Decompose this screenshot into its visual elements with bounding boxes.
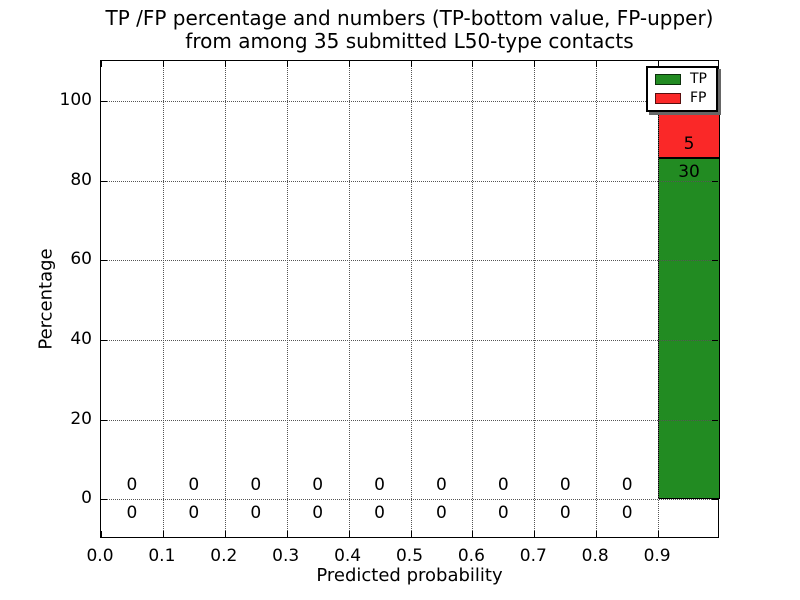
x-tick-mark <box>410 531 412 537</box>
vertical-gridline <box>162 61 164 537</box>
x-tick-mark-top <box>101 61 102 67</box>
tp-count-label: 0 <box>312 503 324 524</box>
vertical-gridline <box>348 61 350 537</box>
x-tick-mark <box>596 531 598 537</box>
horizontal-gridline <box>101 180 718 182</box>
x-tick-label: 0.9 <box>643 546 671 566</box>
x-tick-mark-top <box>410 61 412 67</box>
chart-title: TP /FP percentage and numbers (TP-bottom… <box>100 7 719 53</box>
plot-area: 0 0 0 0 0 0 0 0 0 0 0 0 0 0 0 0 0 0 5 30 <box>100 60 720 538</box>
x-tick-mark-top <box>658 61 660 67</box>
y-tick-mark <box>101 100 107 102</box>
horizontal-gridline <box>101 260 718 262</box>
tp-count-label: 0 <box>126 503 138 524</box>
fp-count-label: 0 <box>126 475 138 496</box>
tp-count-label: 0 <box>559 503 571 524</box>
y-tick-label: 20 <box>70 408 92 429</box>
x-tick-label: 0.2 <box>210 546 238 566</box>
fp-count-label: 5 <box>683 133 695 154</box>
tp-count-label: 0 <box>188 503 200 524</box>
y-tick-mark <box>101 419 107 421</box>
x-tick-label: 0.7 <box>519 546 547 566</box>
tp-count-label: 30 <box>678 161 700 182</box>
x-tick-mark-top <box>162 61 164 67</box>
x-tick-mark-top <box>224 61 226 67</box>
x-axis-label: Predicted probability <box>316 565 503 586</box>
x-tick-mark-top <box>286 61 288 67</box>
y-tick-mark <box>101 260 107 262</box>
tp-legend-swatch-icon <box>655 73 681 85</box>
y-tick-mark <box>101 499 107 501</box>
fp-count-label: 0 <box>497 475 509 496</box>
fp-count-label: 0 <box>436 475 447 496</box>
x-tick-mark <box>658 531 660 537</box>
fp-legend-swatch-icon <box>655 92 681 104</box>
fp-count-label: 0 <box>621 475 633 496</box>
vertical-gridline <box>224 61 226 537</box>
chart-title-line-2: from among 35 submitted L50-type contact… <box>185 29 634 53</box>
tp-count-label: 0 <box>250 503 262 524</box>
vertical-gridline <box>534 61 536 537</box>
horizontal-gridline <box>101 339 718 341</box>
y-tick-label: 80 <box>70 169 92 190</box>
fp-count-label: 0 <box>374 475 385 496</box>
tp-count-label: 0 <box>497 503 509 524</box>
legend: TP FP <box>646 66 718 112</box>
y-tick-mark-right <box>712 180 718 182</box>
vertical-gridline <box>658 61 660 537</box>
x-tick-label: 0.4 <box>334 546 362 566</box>
vertical-gridline <box>472 61 474 537</box>
horizontal-gridline <box>101 419 718 421</box>
x-tick-mark <box>224 531 226 537</box>
fp-count-label: 0 <box>250 475 262 496</box>
tp-count-label: 0 <box>374 503 385 524</box>
fp-count-label: 0 <box>188 475 200 496</box>
y-tick-label: 100 <box>59 89 92 110</box>
vertical-gridline <box>286 61 288 537</box>
x-tick-label: 0.0 <box>86 546 114 566</box>
legend-label-tp: TP <box>690 71 707 87</box>
y-tick-label: 40 <box>70 328 92 349</box>
fp-count-label: 0 <box>559 475 571 496</box>
legend-entry-fp: FP <box>655 91 707 105</box>
y-tick-mark-right <box>712 339 718 341</box>
tp-bar-segment <box>658 157 720 500</box>
y-tick-mark <box>101 180 107 182</box>
horizontal-gridline <box>101 499 718 501</box>
vertical-gridline <box>410 61 412 537</box>
x-tick-mark <box>348 531 350 537</box>
horizontal-gridline <box>101 100 718 102</box>
x-tick-mark-top <box>348 61 350 67</box>
legend-entry-tp: TP <box>655 72 707 86</box>
tp-count-label: 0 <box>621 503 633 524</box>
x-tick-label: 0.5 <box>395 546 424 566</box>
x-tick-mark <box>162 531 164 537</box>
tp-count-label: 0 <box>436 503 447 524</box>
x-tick-mark-top <box>472 61 474 67</box>
y-tick-mark-right <box>712 260 718 262</box>
y-tick-mark-right <box>712 499 718 501</box>
legend-label-fp: FP <box>690 90 707 106</box>
x-tick-mark <box>472 531 474 537</box>
x-tick-mark <box>101 531 102 537</box>
fp-count-label: 0 <box>312 475 324 496</box>
y-tick-mark <box>101 339 107 341</box>
y-tick-label: 60 <box>70 249 92 270</box>
x-tick-label: 0.1 <box>148 546 176 566</box>
y-tick-mark-right <box>712 419 718 421</box>
x-tick-mark-top <box>596 61 598 67</box>
y-tick-label: 0 <box>81 488 92 509</box>
x-tick-label: 0.6 <box>457 546 485 566</box>
x-tick-mark-top <box>534 61 536 67</box>
vertical-gridline <box>596 61 598 537</box>
x-tick-mark <box>534 531 536 537</box>
chart-title-line-1: TP /FP percentage and numbers (TP-bottom… <box>105 6 714 30</box>
x-tick-label: 0.8 <box>581 546 609 566</box>
x-tick-label: 0.3 <box>272 546 300 566</box>
x-tick-mark <box>286 531 288 537</box>
